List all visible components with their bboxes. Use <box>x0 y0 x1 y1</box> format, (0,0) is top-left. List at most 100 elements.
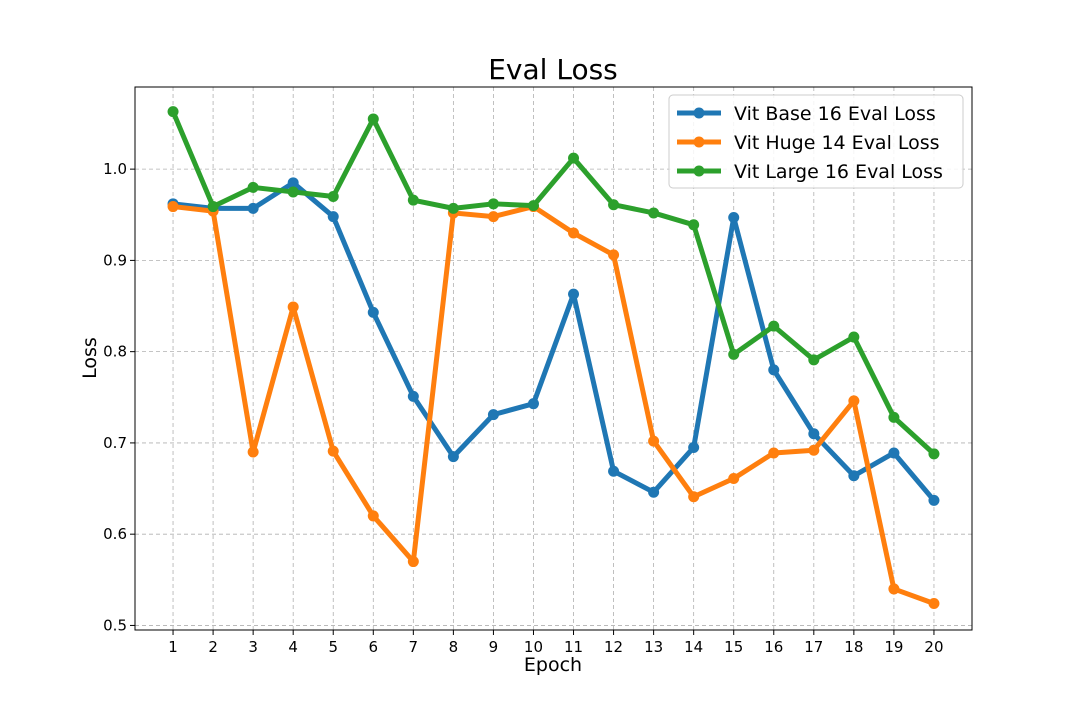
data-point <box>728 348 740 360</box>
legend-marker <box>693 107 705 119</box>
data-point <box>527 398 539 410</box>
x-axis-label: Epoch <box>524 654 582 676</box>
legend-label: Vit Huge 14 Eval Loss <box>734 132 940 154</box>
data-point <box>487 409 499 421</box>
data-point <box>688 491 700 503</box>
y-tick-label: 0.7 <box>103 434 127 452</box>
data-point <box>808 428 820 440</box>
data-point <box>768 447 780 459</box>
x-axis-ticks: 1 2 3 4 5 6 7 8 9 10 11 12 13 14 15 16 17 18 19 20 <box>168 630 944 656</box>
data-point <box>407 194 419 206</box>
y-tick-label: 0.5 <box>103 616 127 634</box>
data-point <box>648 486 660 498</box>
data-point <box>367 306 379 318</box>
legend-item: Vit Huge 14 Eval Loss <box>677 132 940 154</box>
x-tick-label: 13 <box>644 638 663 656</box>
data-point <box>407 556 419 568</box>
data-point <box>367 113 379 125</box>
data-point <box>287 177 299 189</box>
series-3 <box>167 106 940 460</box>
x-tick-label: 3 <box>248 638 258 656</box>
legend-label: Vit Base 16 Eval Loss <box>734 103 936 125</box>
data-point <box>327 211 339 223</box>
legend-marker <box>693 165 705 177</box>
x-tick-label: 1 <box>168 638 178 656</box>
x-tick-label: 17 <box>804 638 823 656</box>
data-point <box>287 186 299 198</box>
data-point <box>247 181 259 193</box>
y-axis-label: Loss <box>79 337 101 379</box>
data-point <box>808 444 820 456</box>
data-point <box>848 470 860 482</box>
series-lines <box>167 106 940 610</box>
data-point <box>327 191 339 203</box>
x-tick-label: 20 <box>924 638 943 656</box>
data-point <box>167 201 179 213</box>
x-tick-label: 4 <box>288 638 298 656</box>
chart-title: Eval Loss <box>488 53 618 86</box>
data-point <box>888 447 900 459</box>
data-point <box>247 446 259 458</box>
y-tick-label: 0.6 <box>103 525 127 543</box>
x-tick-label: 7 <box>409 638 419 656</box>
data-point <box>487 211 499 223</box>
data-point <box>728 212 740 224</box>
series-line <box>170 204 937 607</box>
data-point <box>287 301 299 313</box>
y-tick-label: 0.9 <box>103 251 127 269</box>
data-point <box>568 152 580 164</box>
x-tick-label: 15 <box>724 638 743 656</box>
data-point <box>648 435 660 447</box>
x-tick-label: 19 <box>884 638 903 656</box>
legend-box <box>668 94 964 189</box>
data-point <box>888 411 900 423</box>
data-point <box>247 202 259 214</box>
series-line <box>170 109 937 457</box>
x-tick-label: 11 <box>564 638 583 656</box>
x-tick-label: 5 <box>328 638 338 656</box>
y-tick-label: 0.8 <box>103 343 127 361</box>
legend-label: Vit Large 16 Eval Loss <box>734 161 943 183</box>
data-point <box>608 199 620 211</box>
data-point <box>848 395 860 407</box>
x-tick-label: 6 <box>369 638 379 656</box>
data-point <box>928 598 940 610</box>
data-point <box>167 106 179 118</box>
legend-item: Vit Base 16 Eval Loss <box>677 103 936 125</box>
x-tick-label: 8 <box>449 638 459 656</box>
data-point <box>608 249 620 261</box>
data-point <box>888 583 900 595</box>
data-point <box>487 198 499 210</box>
legend: Vit Base 16 Eval Loss Vit Huge 14 Eval Lo… <box>668 94 964 189</box>
data-point <box>688 219 700 231</box>
data-point <box>407 390 419 402</box>
data-point <box>768 364 780 376</box>
series-line <box>170 180 937 503</box>
data-point <box>327 445 339 457</box>
legend-item: Vit Large 16 Eval Loss <box>677 161 943 183</box>
data-point <box>768 320 780 332</box>
x-tick-label: 12 <box>604 638 623 656</box>
data-point <box>568 288 580 300</box>
x-tick-label: 16 <box>764 638 783 656</box>
x-tick-label: 14 <box>684 638 703 656</box>
data-point <box>608 465 620 477</box>
data-point <box>848 331 860 343</box>
y-axis-ticks: 0.5 0.6 0.7 0.8 0.9 1.0 <box>103 160 135 634</box>
plot-frame <box>134 86 973 631</box>
data-point <box>928 494 940 506</box>
x-tick-label: 9 <box>489 638 499 656</box>
data-point <box>568 227 580 239</box>
data-point <box>648 207 660 219</box>
x-tick-label: 10 <box>524 638 543 656</box>
data-point <box>367 510 379 522</box>
data-point <box>928 448 940 460</box>
x-tick-label: 18 <box>844 638 863 656</box>
data-point <box>728 473 740 485</box>
data-point <box>447 451 459 463</box>
legend-marker <box>693 136 705 148</box>
data-point <box>808 354 820 366</box>
y-tick-label: 1.0 <box>103 160 127 178</box>
data-point <box>688 441 700 453</box>
